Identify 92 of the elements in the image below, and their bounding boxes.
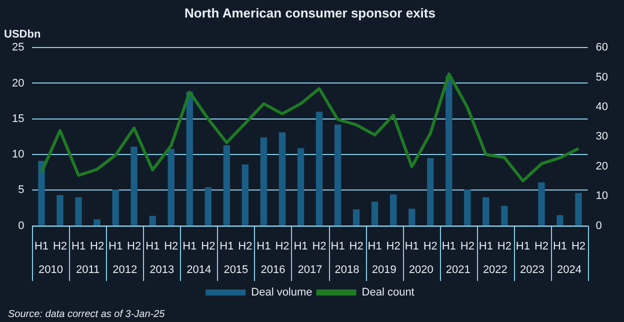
text: 2021	[446, 264, 470, 276]
x-tick-label: H2	[386, 240, 400, 252]
text: 2024	[557, 264, 582, 276]
text: 2015	[224, 264, 248, 276]
text: 2013	[150, 264, 174, 276]
bar	[482, 197, 490, 226]
y2-tick-label: 30	[596, 130, 608, 143]
bar	[130, 146, 138, 226]
text: 2010	[38, 264, 63, 276]
x-tick-label: H1	[478, 240, 493, 252]
bar	[334, 124, 342, 226]
x-tick-label: H1	[442, 240, 456, 252]
y2-tick-label: 40	[596, 101, 608, 114]
x-tick-label: H2	[238, 240, 252, 252]
x-tick-label: H1	[256, 240, 271, 252]
y-tick-label: 10	[12, 148, 24, 161]
x-tick-label: H1	[34, 240, 49, 252]
bar	[56, 195, 64, 226]
x-tick-label: H1	[146, 240, 160, 252]
x-tick-label: H2	[127, 240, 142, 252]
bar	[538, 182, 545, 226]
text: 2023	[520, 264, 544, 276]
bar	[297, 148, 304, 226]
x-tick-label: H1	[552, 240, 568, 252]
x-tick-label: H2	[312, 240, 326, 252]
x-tick-label: H2	[423, 240, 438, 252]
y2-tick-label: 10	[596, 190, 608, 202]
bar	[556, 215, 564, 226]
bar	[575, 193, 582, 226]
x-tick-label: H1	[330, 240, 345, 252]
text: 2018	[334, 264, 360, 276]
x-tick-label: H2	[534, 240, 548, 252]
bar	[112, 189, 119, 226]
x-tick-label: H2	[571, 240, 586, 252]
bar	[501, 206, 508, 226]
x-tick-label: H1	[108, 240, 123, 252]
y2-tick-label: 20	[596, 160, 608, 172]
x-tick-label: H2	[90, 240, 104, 252]
x-tick-label: H2	[460, 240, 474, 252]
x-tick-label: H2	[497, 240, 512, 252]
text: 2017	[298, 264, 322, 276]
bar	[242, 164, 249, 226]
bar	[464, 189, 471, 226]
y2-tick-label: 0	[596, 220, 602, 232]
x-tick-label: H1	[220, 240, 234, 252]
text: 2020	[408, 264, 434, 276]
bar	[446, 76, 452, 226]
x-tick-label: H1	[404, 240, 419, 252]
x-tick-label: H1	[516, 240, 530, 252]
text: 2016	[260, 264, 286, 276]
legend-label: Deal count	[362, 286, 414, 299]
bar	[75, 197, 82, 226]
x-tick-label: H1	[294, 240, 308, 252]
y-tick-label: 5	[18, 184, 24, 196]
bar	[94, 219, 100, 226]
bar	[390, 194, 397, 226]
bar	[260, 137, 268, 226]
bar	[278, 132, 286, 226]
y-tick-label: 20	[12, 77, 24, 90]
text: 2011	[76, 264, 100, 276]
x-tick-label: H1	[72, 240, 86, 252]
x-tick-label: H1	[368, 240, 382, 252]
bar	[168, 148, 174, 226]
bar	[149, 216, 156, 226]
y-tick-label: 15	[12, 112, 24, 125]
y-tick-label: 25	[12, 42, 24, 54]
bar	[186, 92, 193, 226]
bar	[408, 208, 416, 226]
y2-tick-label: 50	[596, 71, 608, 84]
y2-tick-label: 60	[596, 42, 608, 54]
bar	[204, 187, 212, 226]
x-tick-label: H2	[275, 240, 290, 252]
x-tick-label: H2	[52, 240, 68, 252]
x-tick-label: H2	[164, 240, 178, 252]
bar	[427, 158, 434, 226]
bar	[371, 202, 378, 226]
text: 2022	[482, 264, 508, 276]
bar	[352, 209, 360, 226]
x-tick-label: H2	[201, 240, 216, 252]
bar	[223, 145, 230, 226]
text: 2019	[372, 264, 396, 276]
x-tick-label: H1	[182, 240, 197, 252]
text: 2012	[112, 264, 138, 276]
source-note: Source: data correct as of 3-Jan-25	[8, 308, 166, 320]
chart-title: North American consumer sponsor exits	[184, 5, 436, 20]
bar	[38, 160, 45, 226]
x-tick-label: H2	[349, 240, 364, 252]
bar	[316, 112, 323, 226]
text: 2014	[186, 264, 212, 276]
y-tick-label: 0	[18, 220, 24, 232]
y-axis-title: USDbn	[4, 28, 41, 41]
legend-label: Deal volume	[251, 286, 312, 299]
